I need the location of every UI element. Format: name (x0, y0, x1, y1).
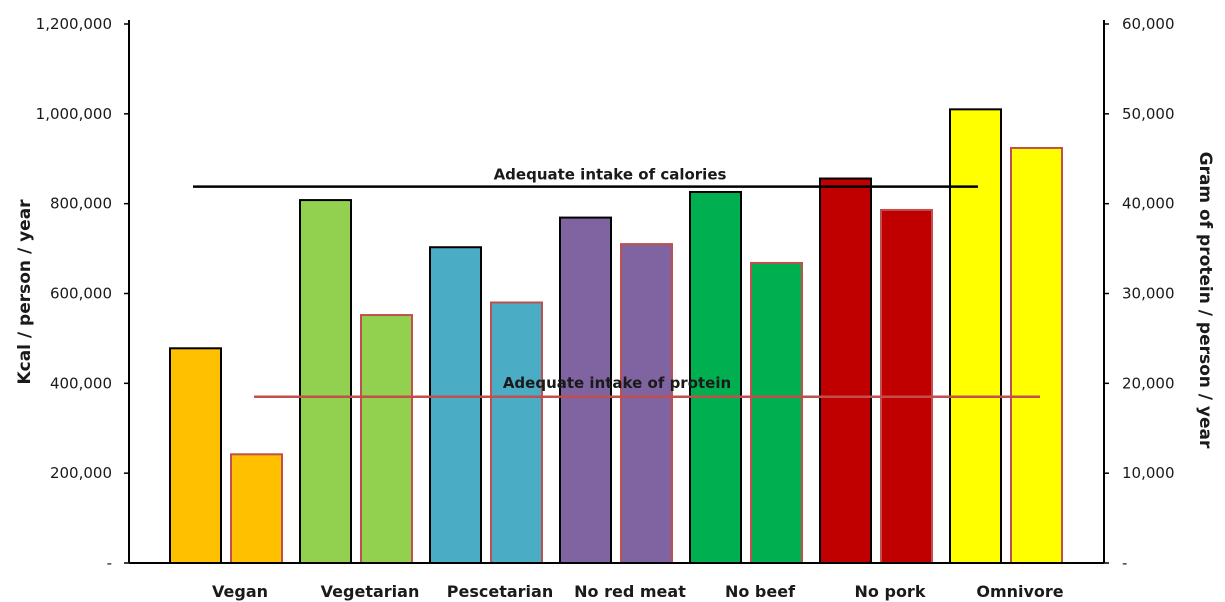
right-tick-label: 30,000 (1122, 285, 1175, 303)
right-axis-title: Gram of protein / person / year (1195, 152, 1215, 449)
category-label: Omnivore (976, 582, 1063, 601)
calorie-bar (429, 246, 482, 564)
calorie-bar (559, 216, 612, 565)
protein-reference-label: Adequate intake of protein (503, 374, 731, 392)
category-label: No pork (855, 582, 926, 601)
calorie-bar (949, 108, 1002, 564)
right-tick-label: 60,000 (1122, 15, 1175, 33)
calorie-bars (169, 108, 1002, 565)
category-label: Vegan (212, 582, 268, 601)
category-label: No red meat (574, 582, 686, 601)
right-tick-label: 10,000 (1122, 464, 1175, 482)
calorie-bar (299, 199, 352, 564)
right-axis-ticks: - 10,000 20,000 30,000 40,000 50,000 60,000 (1104, 15, 1175, 572)
category-labels: Vegan Vegetarian Pescetarian No red meat No … (212, 582, 1064, 601)
category-label: Pescetarian (447, 582, 553, 601)
protein-bar (360, 314, 413, 564)
right-tick-label: 50,000 (1122, 105, 1175, 123)
protein-bar (1010, 146, 1063, 564)
calorie-bar (819, 177, 872, 564)
protein-bar (750, 261, 803, 564)
left-axis-ticks: - 200,000 400,000 600,000 800,000 1,000,000 1,… (36, 15, 129, 572)
category-label: Vegetarian (321, 582, 420, 601)
reference-lines: Adequate intake of calories Adequate inta… (193, 166, 1040, 399)
protein-bar (620, 243, 673, 564)
protein-bar (230, 453, 283, 564)
protein-bar (880, 208, 933, 565)
left-tick-label: 600,000 (50, 285, 112, 303)
protein-bars (230, 146, 1063, 565)
left-tick-label: 1,200,000 (36, 15, 112, 33)
right-tick-label: - (1122, 554, 1127, 572)
right-tick-label: 20,000 (1122, 374, 1175, 392)
left-tick-label: 800,000 (50, 195, 112, 213)
left-tick-label: 400,000 (50, 374, 112, 392)
left-axis-title: Kcal / person / year (15, 199, 35, 385)
calorie-bar (169, 347, 222, 564)
right-tick-label: 40,000 (1122, 195, 1175, 213)
category-label: No beef (725, 582, 796, 601)
left-tick-label: 1,000,000 (36, 105, 112, 123)
left-tick-label: - (107, 554, 112, 572)
protein-bar (490, 301, 543, 564)
left-tick-label: 200,000 (50, 464, 112, 482)
calorie-reference-label: Adequate intake of calories (494, 166, 727, 184)
